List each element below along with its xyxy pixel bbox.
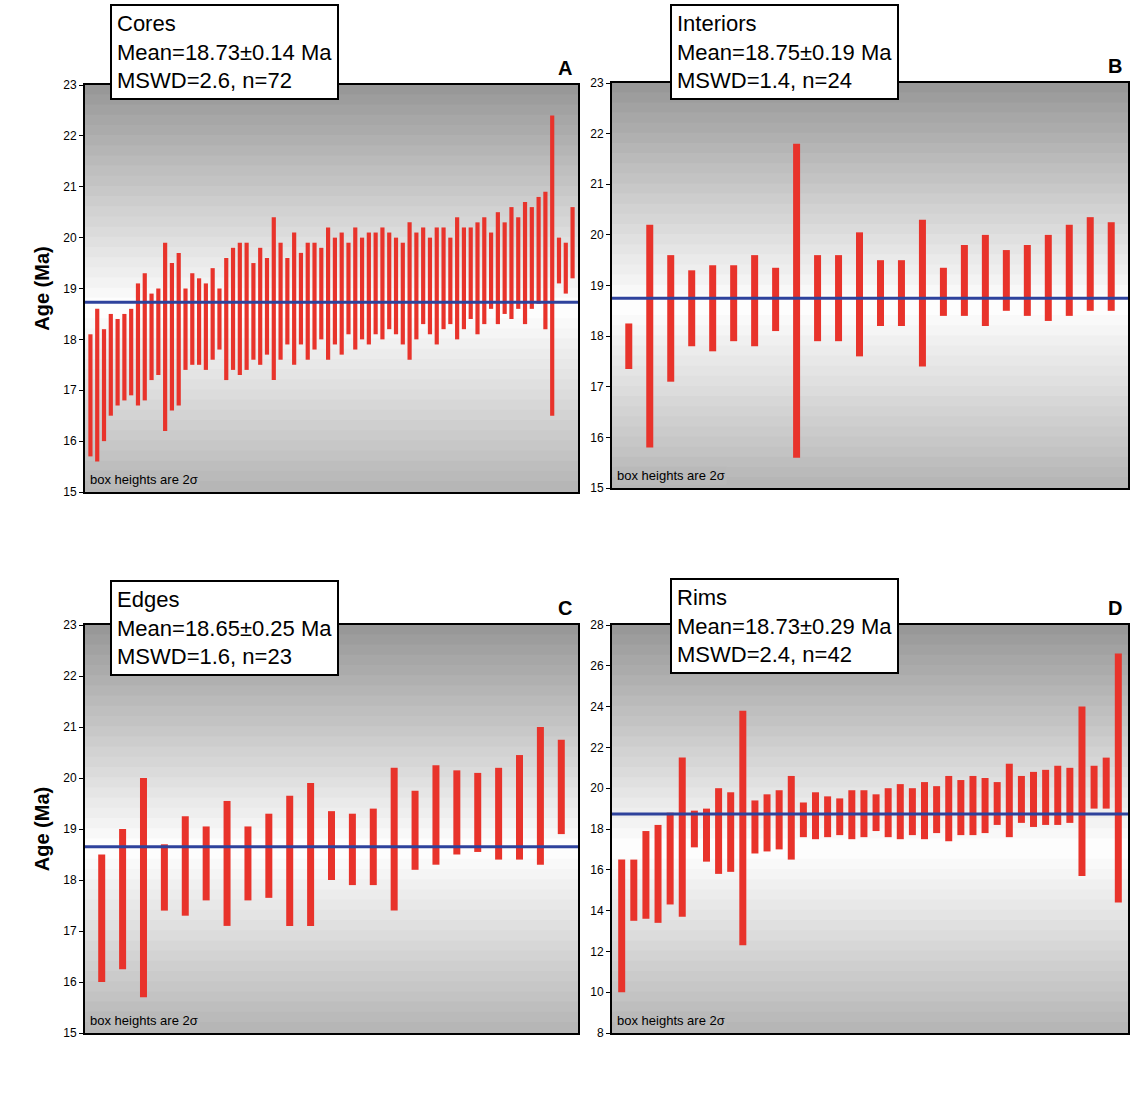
svg-text:box heights are 2σ: box heights are 2σ	[617, 1013, 725, 1028]
svg-text:22: 22	[590, 127, 604, 141]
svg-text:21: 21	[590, 177, 604, 191]
svg-text:10: 10	[590, 985, 604, 999]
svg-text:CoresMean=18.73±0.14 MaMSWD=2.: CoresMean=18.73±0.14 MaMSWD=2.6, n=72	[117, 11, 332, 93]
svg-text:Age (Ma): Age (Ma)	[31, 787, 53, 871]
svg-text:18: 18	[63, 873, 77, 887]
svg-text:19: 19	[63, 282, 77, 296]
svg-text:D: D	[1108, 597, 1122, 619]
svg-text:15: 15	[63, 485, 77, 499]
svg-text:8: 8	[597, 1026, 604, 1040]
svg-text:15: 15	[63, 1026, 77, 1040]
svg-text:InteriorsMean=18.75±0.19 MaMSW: InteriorsMean=18.75±0.19 MaMSWD=1.4, n=2…	[677, 11, 892, 93]
svg-text:18: 18	[590, 822, 604, 836]
svg-text:20: 20	[63, 231, 77, 245]
svg-text:12: 12	[590, 945, 604, 959]
svg-text:EdgesMean=18.65±0.25 MaMSWD=1.: EdgesMean=18.65±0.25 MaMSWD=1.6, n=23	[117, 587, 332, 669]
svg-text:23: 23	[63, 618, 77, 632]
svg-text:23: 23	[63, 78, 77, 92]
svg-text:RimsMean=18.73±0.29 MaMSWD=2.4: RimsMean=18.73±0.29 MaMSWD=2.4, n=42	[677, 585, 892, 667]
svg-text:box heights are 2σ: box heights are 2σ	[90, 472, 198, 487]
svg-text:20: 20	[590, 781, 604, 795]
svg-text:18: 18	[63, 333, 77, 347]
svg-text:22: 22	[63, 129, 77, 143]
svg-text:16: 16	[63, 434, 77, 448]
svg-text:Age (Ma): Age (Ma)	[31, 246, 53, 330]
svg-text:C: C	[558, 597, 572, 619]
svg-text:16: 16	[63, 975, 77, 989]
svg-text:B: B	[1108, 55, 1122, 77]
svg-text:21: 21	[63, 180, 77, 194]
svg-text:28: 28	[590, 618, 604, 632]
svg-text:14: 14	[590, 904, 604, 918]
svg-text:21: 21	[63, 720, 77, 734]
svg-text:A: A	[558, 57, 572, 79]
svg-text:17: 17	[63, 924, 77, 938]
svg-text:box heights are 2σ: box heights are 2σ	[617, 468, 725, 483]
svg-text:16: 16	[590, 863, 604, 877]
svg-text:24: 24	[590, 700, 604, 714]
svg-text:16: 16	[590, 431, 604, 445]
svg-text:17: 17	[63, 383, 77, 397]
svg-text:22: 22	[590, 741, 604, 755]
svg-text:box heights are 2σ: box heights are 2σ	[90, 1013, 198, 1028]
svg-text:20: 20	[590, 228, 604, 242]
svg-text:15: 15	[590, 481, 604, 495]
svg-text:22: 22	[63, 669, 77, 683]
svg-text:19: 19	[63, 822, 77, 836]
svg-text:19: 19	[590, 279, 604, 293]
svg-text:17: 17	[590, 380, 604, 394]
svg-text:26: 26	[590, 659, 604, 673]
svg-text:20: 20	[63, 771, 77, 785]
svg-text:18: 18	[590, 329, 604, 343]
svg-text:23: 23	[590, 76, 604, 90]
